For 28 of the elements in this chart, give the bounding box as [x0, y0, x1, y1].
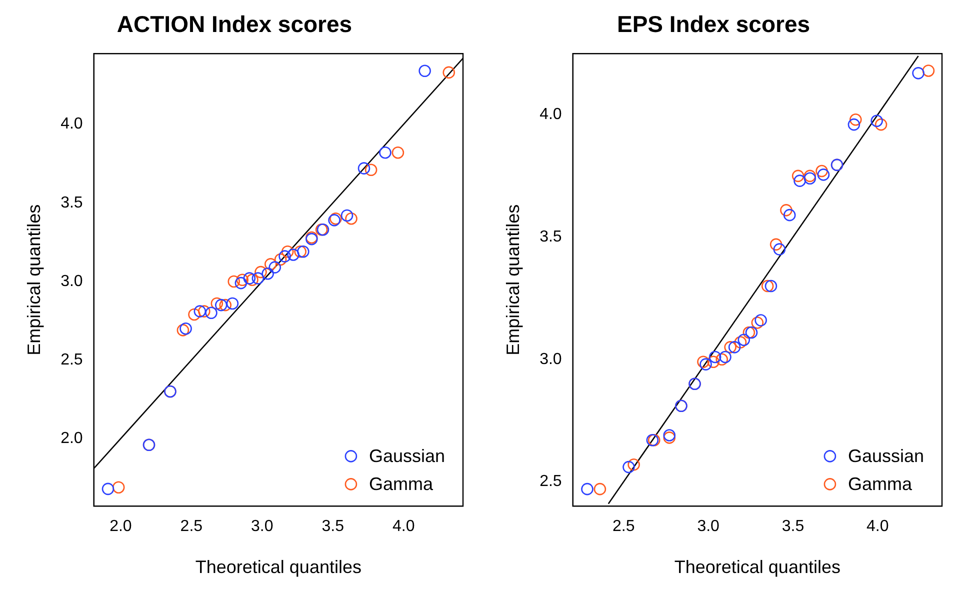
chart-title: EPS Index scores: [616, 11, 810, 38]
x-tick-label: 2.0: [110, 518, 132, 536]
y-tick-label: 3.5: [540, 228, 562, 246]
y-tick-label: 4.0: [540, 106, 562, 124]
x-tick-label: 4.0: [392, 518, 415, 536]
y-tick-label: 2.0: [60, 430, 83, 448]
legend-label: Gamma: [848, 474, 913, 494]
y-axis-title: Empirical quantiles: [24, 204, 44, 356]
legend-label: Gaussian: [848, 446, 924, 466]
x-tick-label: 3.0: [697, 518, 720, 536]
y-tick-label: 3.0: [60, 272, 83, 290]
x-axis-title: Theoretical quantiles: [674, 557, 840, 578]
x-tick-label: 2.5: [180, 518, 203, 536]
x-tick-label: 3.5: [782, 518, 804, 536]
x-tick-label: 3.5: [322, 518, 344, 536]
y-tick-label: 4.0: [60, 116, 83, 133]
x-tick-label: 4.0: [866, 518, 889, 536]
legend-label: Gaussian: [368, 446, 446, 466]
chart-title: ACTION Index scores: [116, 11, 352, 38]
y-tick-label: 2.5: [540, 473, 562, 490]
x-axis-title: Theoretical quantiles: [195, 557, 362, 578]
y-axis-title: Empirical quantiles: [502, 204, 523, 356]
y-tick-label: 3.5: [60, 194, 83, 212]
y-tick-label: 2.5: [60, 351, 83, 368]
x-tick-label: 3.0: [251, 518, 274, 536]
y-tick-label: 3.0: [540, 350, 562, 368]
legend-label: Gamma: [368, 474, 434, 494]
x-tick-label: 2.5: [612, 518, 635, 536]
